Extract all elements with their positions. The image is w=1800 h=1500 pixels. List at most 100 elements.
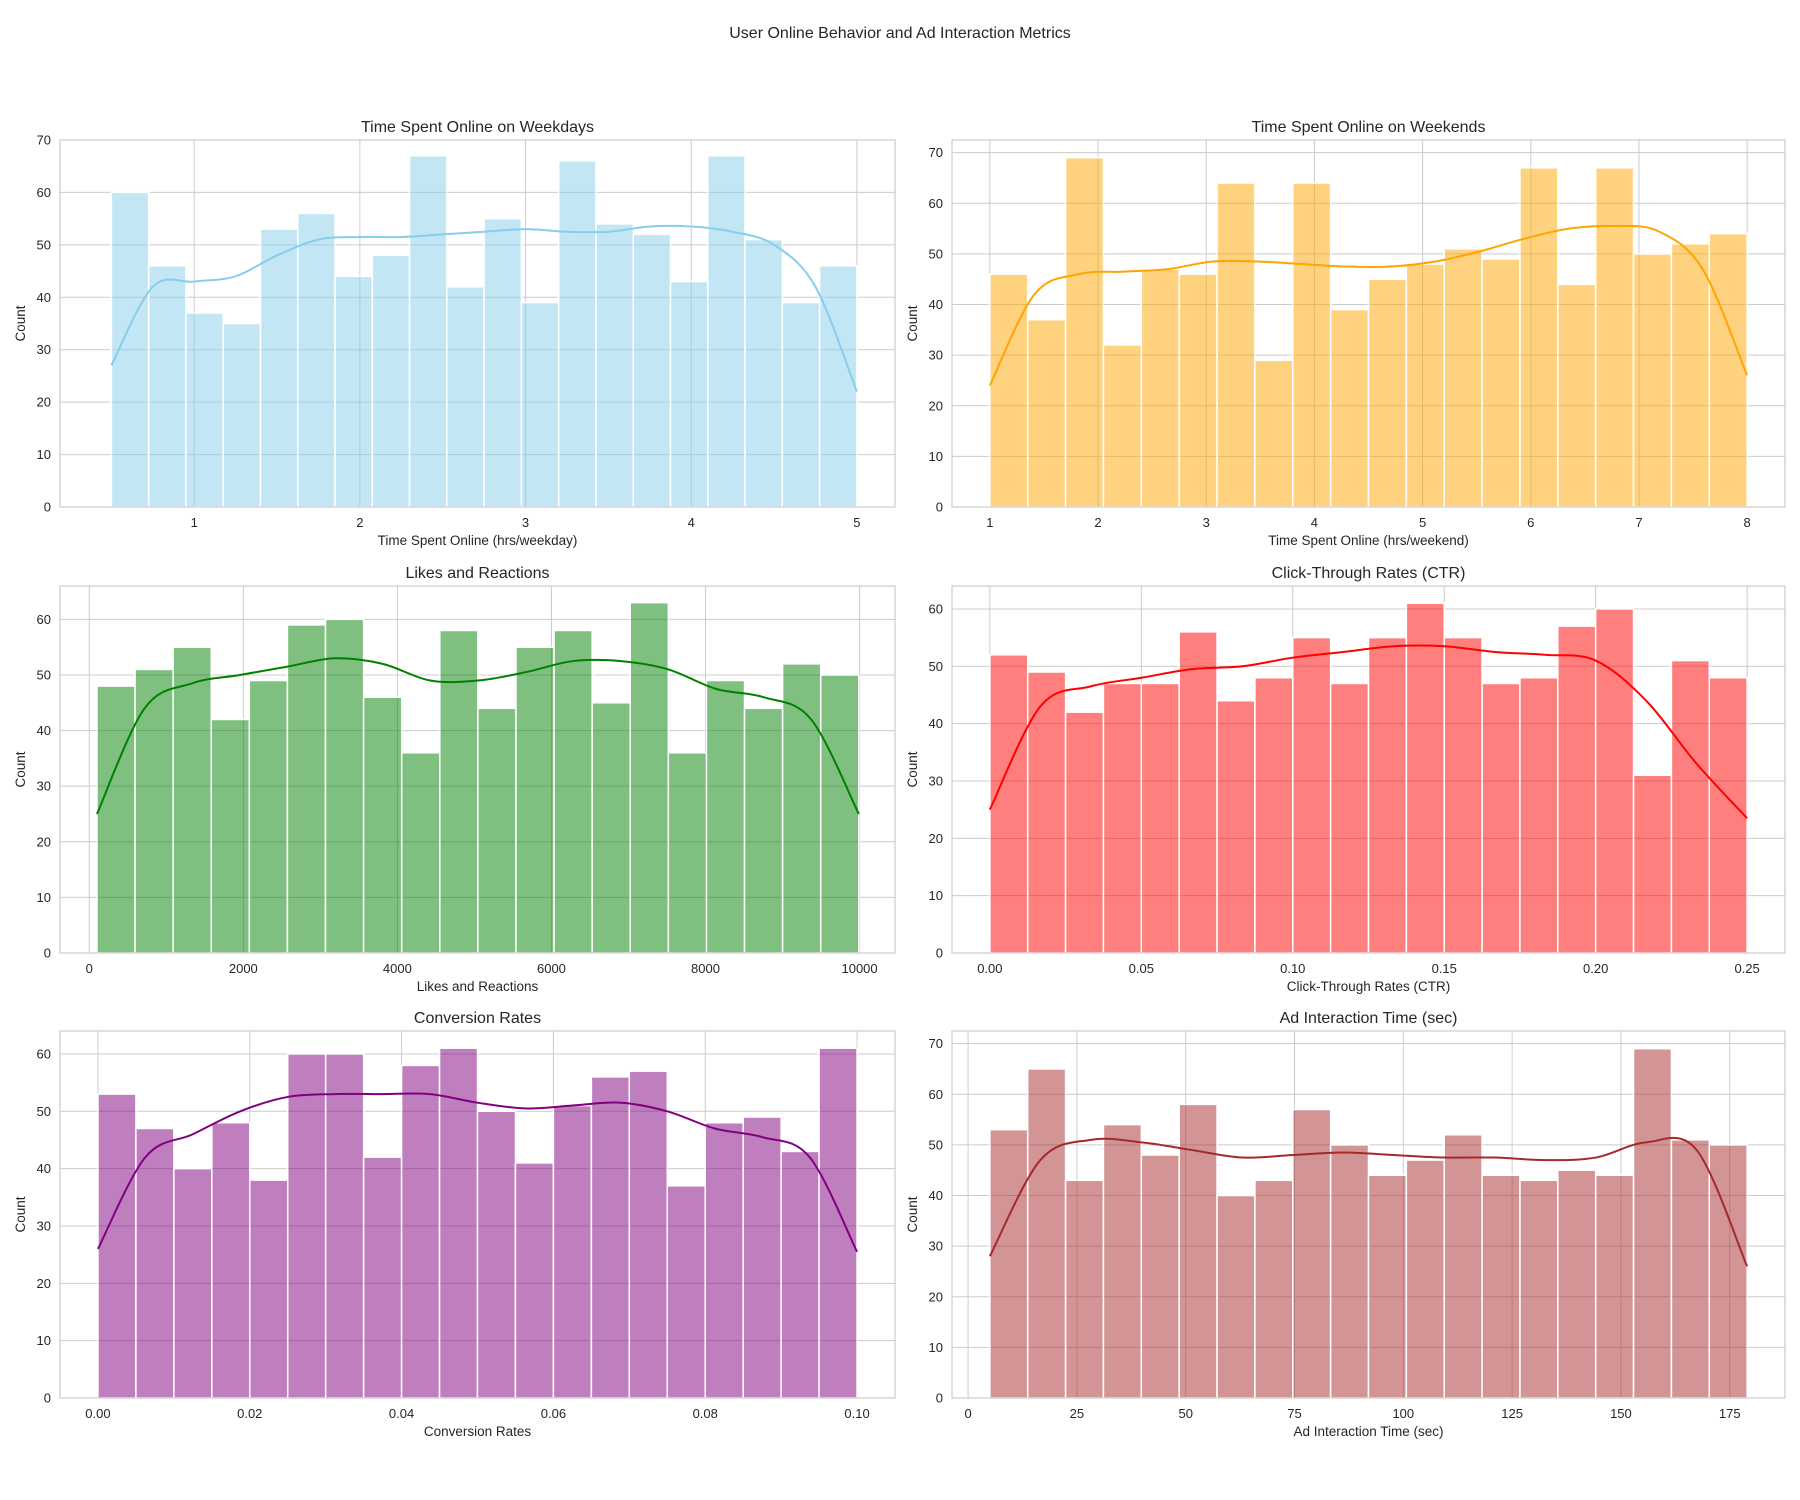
chart-title: Ad Interaction Time (sec) [1280, 1010, 1458, 1027]
x-tick-label: 75 [1287, 1406, 1301, 1421]
kde-curve [988, 224, 1749, 386]
histogram-bar [628, 1070, 669, 1399]
histogram-bar [248, 679, 289, 954]
x-tick-label: 5 [853, 515, 860, 530]
histogram-bar [781, 663, 822, 954]
chart-weekend-time: 1 2 3 4 5 6 7 8 0 10 20 30 40 50 60 70 Time Spent Online… [905, 119, 1786, 548]
histogram-bar [705, 679, 746, 954]
histogram-bar [134, 668, 174, 954]
histogram-bar [371, 254, 411, 508]
histogram-bar [1026, 318, 1067, 508]
histogram-bar [1178, 273, 1218, 508]
y-tick-label: 50 [37, 667, 51, 682]
y-axis-label: Count [905, 1196, 920, 1232]
x-tick-label: 25 [1070, 1406, 1084, 1421]
x-tick-label: 1 [191, 515, 198, 530]
y-tick-label: 20 [929, 1289, 943, 1304]
histogram-bar [1670, 1139, 1711, 1399]
x-tick-label: 0.10 [1280, 961, 1305, 976]
x-tick-label: 150 [1610, 1406, 1632, 1421]
y-tick-label: 30 [37, 342, 51, 357]
x-tick-label: 8000 [691, 961, 720, 976]
x-tick-label: 0 [964, 1406, 971, 1421]
x-tick-label: 3 [522, 515, 529, 530]
histogram-bar [296, 212, 336, 508]
y-tick-label: 60 [37, 612, 51, 627]
x-axis-label: Click-Through Rates (CTR) [1287, 979, 1451, 994]
kde-curve [96, 657, 860, 815]
y-tick-label: 10 [37, 890, 51, 905]
x-tick-label: 0.00 [85, 1406, 110, 1421]
y-tick-label: 30 [37, 779, 51, 794]
histogram-bar [324, 1053, 365, 1399]
histogram-bar [1405, 263, 1445, 508]
histogram-bar [1254, 1179, 1294, 1399]
histogram-bar [989, 1128, 1029, 1399]
histogram-bar [211, 1122, 251, 1399]
chart-likes-reactions: 0 2000 4000 6000 8000 10000 0 10 20 30 40 50 60 Likes… [13, 565, 896, 994]
histogram-bar [400, 1064, 441, 1399]
histogram-bar [552, 1104, 593, 1399]
y-tick-label: 0 [936, 1391, 943, 1406]
y-tick-label: 30 [929, 348, 943, 363]
histogram-bar [135, 1127, 175, 1399]
y-axis-label: Count [13, 1196, 28, 1232]
y-tick-label: 50 [37, 1104, 51, 1119]
x-tick-label: 2000 [229, 961, 258, 976]
chart-ad-interaction-time: 0 25 50 75 100 125 150 175 0 10 20 30 40 50 60 70 Ad Int… [905, 1010, 1786, 1439]
y-tick-label: 10 [929, 1340, 943, 1355]
histogram-bar [1481, 682, 1521, 954]
histogram-bar [1216, 1194, 1256, 1399]
histogram-bar [1519, 677, 1559, 954]
y-tick-label: 50 [929, 1137, 943, 1152]
histogram-bar [1443, 248, 1483, 508]
y-tick-label: 50 [929, 246, 943, 261]
x-tick-label: 0.05 [1129, 961, 1154, 976]
histogram-bar [1481, 1174, 1521, 1399]
histogram-bar [1254, 359, 1294, 508]
x-axis-label: Ad Interaction Time (sec) [1293, 1424, 1443, 1439]
plot-frame [951, 1030, 1786, 1399]
y-tick-label: 50 [37, 237, 51, 252]
plot-frame [59, 1030, 896, 1399]
histogram-bar [185, 312, 224, 508]
x-tick-label: 0 [86, 961, 93, 976]
histogram-bar [210, 718, 251, 954]
x-tick-label: 6000 [537, 961, 566, 976]
x-tick-label: 3 [1203, 515, 1210, 530]
chart-title: Time Spent Online on Weekends [1252, 119, 1486, 136]
histogram-bar [989, 273, 1029, 508]
plot-frame [59, 585, 896, 954]
histogram-bar [439, 629, 479, 954]
histogram-bar [334, 275, 374, 508]
y-axis-label: Count [905, 305, 920, 341]
x-tick-label: 6 [1527, 515, 1534, 530]
chart-title: Click-Through Rates (CTR) [1272, 565, 1466, 582]
histogram-bar [97, 1093, 137, 1399]
histogram-bar [590, 1076, 631, 1399]
y-axis-label: Count [905, 751, 920, 787]
histogram-bar [744, 238, 784, 508]
x-tick-label: 0.02 [237, 1406, 262, 1421]
histogram-bar [173, 1167, 213, 1399]
y-tick-label: 20 [929, 831, 943, 846]
histogram-bar [1140, 682, 1180, 954]
x-tick-label: 4 [1311, 515, 1318, 530]
histogram-bar [1557, 283, 1597, 508]
y-tick-label: 0 [44, 1391, 51, 1406]
y-tick-label: 0 [44, 500, 51, 515]
x-tick-label: 1 [986, 515, 993, 530]
kde-curve [110, 224, 858, 393]
x-tick-label: 0.25 [1734, 961, 1759, 976]
histogram-bar [1594, 608, 1635, 954]
histogram-bar [704, 1122, 744, 1399]
histogram-bar [1443, 636, 1483, 954]
y-tick-label: 70 [929, 145, 943, 160]
histogram-bar [1254, 677, 1294, 954]
histogram-bar [1292, 1108, 1332, 1399]
histogram-bar [362, 1156, 403, 1399]
chart-click-through-rates: 0.00 0.05 0.10 0.15 0.20 0.25 0 10 20 30 40 50 60 Cli… [905, 565, 1786, 994]
histogram-bar [408, 154, 448, 508]
histogram-bar [1064, 156, 1105, 508]
